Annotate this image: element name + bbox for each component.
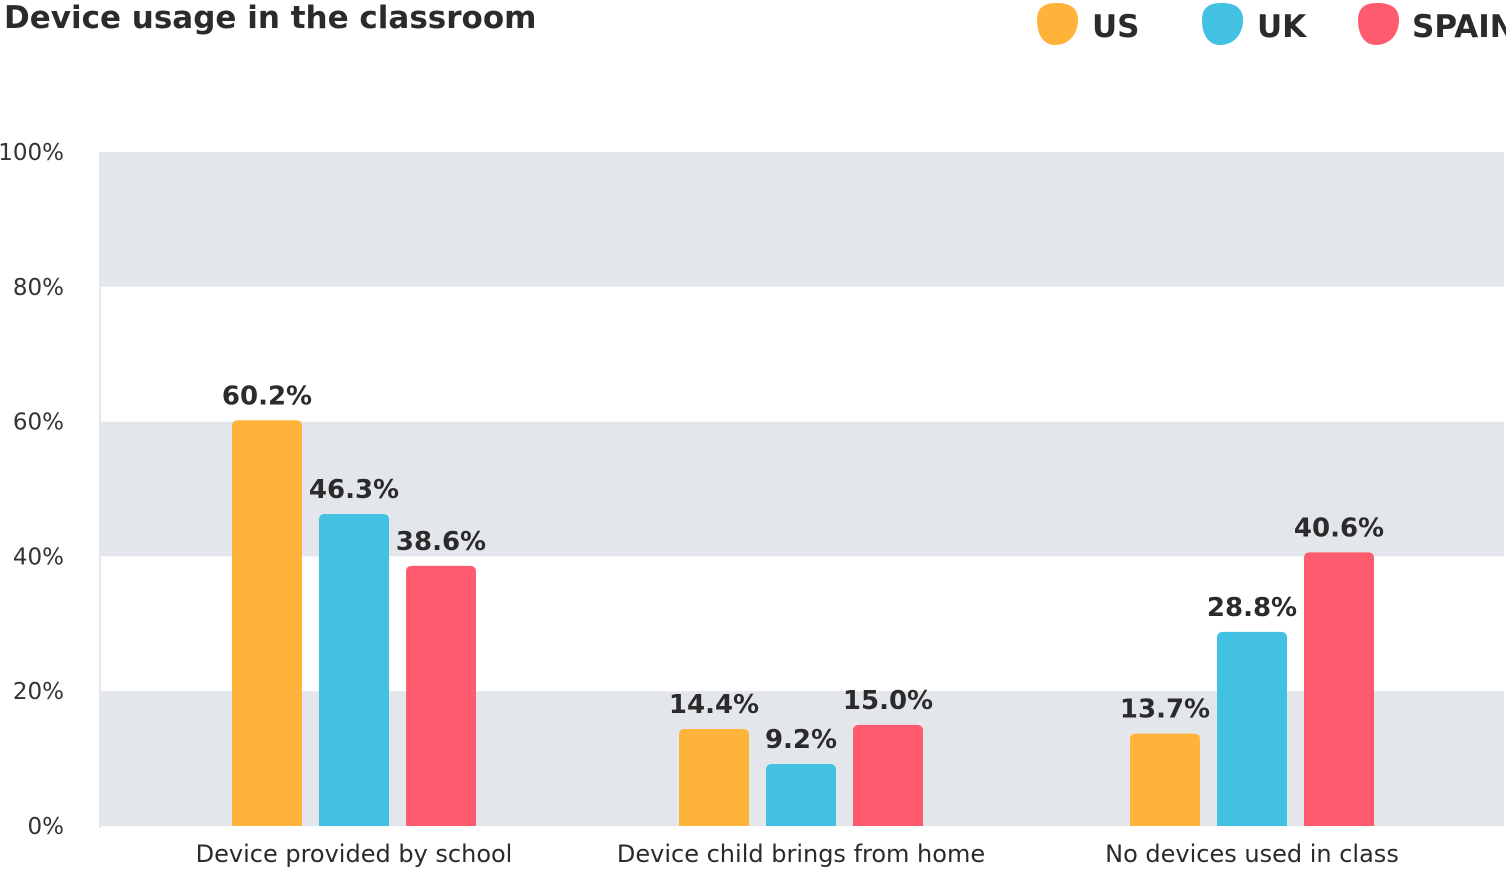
data-label: 14.4% (669, 690, 759, 720)
data-label: 15.0% (843, 686, 933, 716)
y-tick-label: 60% (13, 410, 64, 436)
y-tick-label: 20% (13, 679, 64, 705)
data-label: 40.6% (1294, 513, 1384, 543)
category-label: Device child brings from home (617, 840, 985, 868)
category-labels: Device provided by school Device child br… (196, 840, 1399, 868)
data-label: 38.6% (396, 527, 486, 557)
legend-marker-spain (1358, 3, 1399, 45)
bar-spain (853, 724, 923, 826)
bar-spain (406, 565, 476, 826)
bar-us (232, 420, 302, 826)
bar-us (1130, 733, 1200, 826)
legend-label-us: US (1092, 9, 1140, 45)
y-tick-label: 80% (13, 275, 64, 301)
chart-title: Device usage in the classroom (4, 0, 536, 36)
bar-uk (319, 513, 389, 826)
y-axis-ticks: 0% 20% 40% 60% 80% 100% (0, 140, 64, 840)
y-tick-label: 40% (13, 544, 64, 570)
legend-marker-uk (1202, 3, 1243, 45)
data-label: 28.8% (1207, 593, 1297, 623)
legend-label-uk: UK (1257, 9, 1307, 45)
bar-spain (1304, 552, 1374, 826)
bar-uk (766, 763, 836, 826)
y-tick-label: 100% (0, 140, 64, 166)
data-labels: 60.2% 46.3% 38.6% 14.4%9.2%15.0% 13.7% 28.8% 4… (222, 381, 1384, 755)
legend-marker-us (1037, 3, 1078, 45)
y-tick-label: 0% (28, 814, 65, 840)
bar-us (679, 728, 749, 826)
bars (232, 420, 1374, 826)
grid-band (100, 152, 1504, 287)
data-label: 13.7% (1120, 695, 1210, 725)
data-label: 46.3% (309, 475, 399, 505)
legend: US UK SPAIN (1037, 3, 1506, 45)
data-label: 60.2% (222, 381, 312, 411)
bar-uk (1217, 631, 1287, 826)
category-label: No devices used in class (1105, 840, 1399, 868)
data-label: 9.2% (765, 725, 837, 755)
category-label: Device provided by school (196, 840, 513, 868)
legend-label-spain: SPAIN (1412, 9, 1506, 45)
